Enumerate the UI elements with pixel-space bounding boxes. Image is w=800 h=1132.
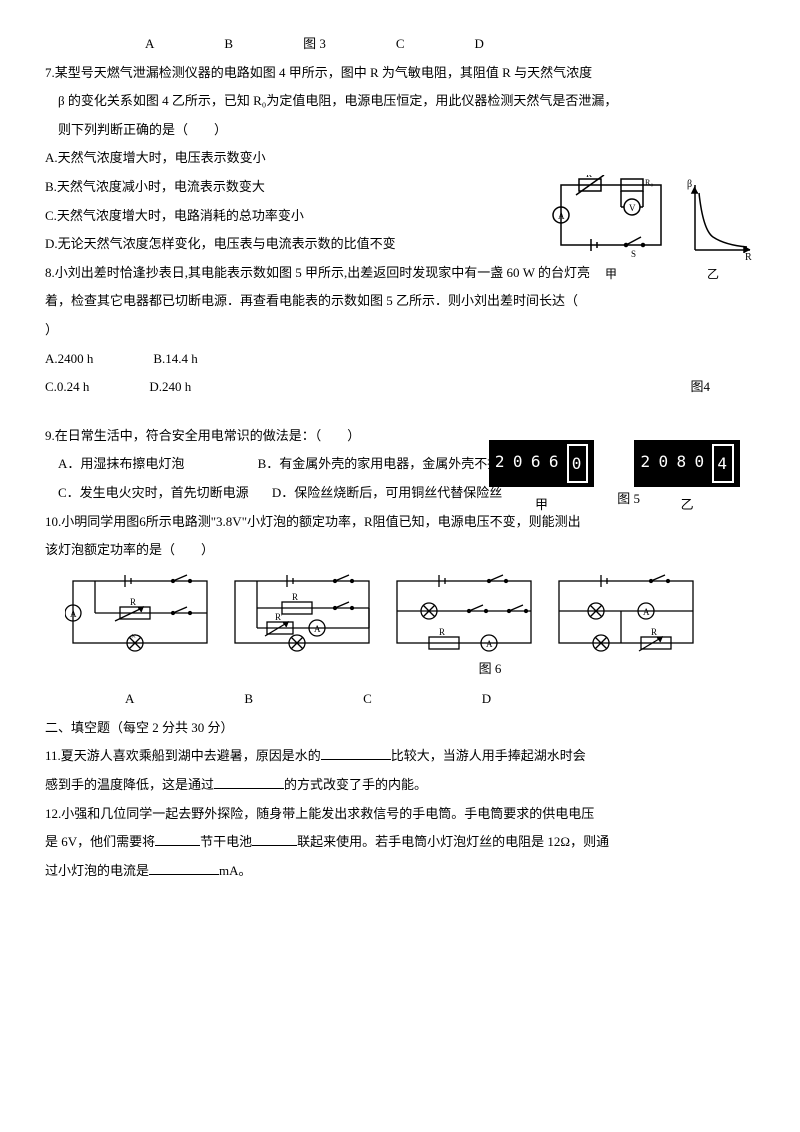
svg-text:R: R bbox=[130, 597, 136, 607]
q10-circuit-a-icon: A R × bbox=[65, 573, 215, 653]
q10-circuit-d-icon: A R bbox=[551, 573, 701, 653]
meter-yi-block: 2 0 8 0 4 乙 bbox=[634, 440, 740, 520]
q8-opts-row1: A.2400 h B.14.4 h bbox=[45, 345, 755, 374]
q11-p1: 11.夏天游人喜欢乘船到湖中去避暑，原因是水的 bbox=[45, 748, 321, 763]
q10-label-a: A bbox=[125, 685, 134, 714]
q10-label-c: C bbox=[363, 685, 372, 714]
q8-stem-2: 着，检查其它电器都已切断电源．再查看电能表的示数如图 5 乙所示．则小刘出差时间… bbox=[45, 287, 755, 316]
meter-jia-d1: 0 bbox=[513, 444, 525, 483]
svg-text:R: R bbox=[745, 252, 752, 263]
fig4-yi-block: β R 乙 bbox=[671, 175, 755, 287]
svg-text:A: A bbox=[70, 609, 77, 619]
q10-circuits-row: A R × R R' A bbox=[65, 573, 755, 653]
q10-labels-row: A B C D bbox=[45, 685, 755, 714]
meter-jia-d0: 2 bbox=[495, 444, 507, 483]
q7-stem-2: β 的变化关系如图 4 乙所示，已知 R₀为定值电阻，电源电压恒定，用此仪器检测… bbox=[45, 87, 755, 116]
q11-blank1 bbox=[321, 747, 391, 760]
meter-jia-d3: 6 bbox=[549, 444, 561, 483]
svg-text:R': R' bbox=[275, 612, 283, 622]
q12-line1: 12.小强和几位同学一起去野外探险，随身带上能发出求救信号的手电筒。手电筒要求的… bbox=[45, 800, 755, 829]
fig6-caption: 图 6 bbox=[45, 655, 755, 684]
fig3-caption: 图 3 bbox=[303, 30, 326, 59]
q12-p2: 是 6V，他们需要将 bbox=[45, 834, 155, 849]
q8-opts-row2: C.0.24 h D.240 h bbox=[45, 373, 755, 402]
meter-yi: 2 0 8 0 4 bbox=[634, 440, 740, 487]
q12-blank2 bbox=[252, 833, 297, 846]
q9-opt-c: C．发生电火灾时，首先切断电源 bbox=[58, 485, 249, 500]
meter-yi-d0: 2 bbox=[640, 444, 652, 483]
q10-circuit-b-icon: R R' A bbox=[227, 573, 377, 653]
q12-p4: 联起来使用。若手电筒小灯泡灯丝的电阻是 12Ω，则通 bbox=[297, 834, 609, 849]
q10-circuit-c-icon: R A bbox=[389, 573, 539, 653]
q10-label-b: B bbox=[244, 685, 253, 714]
q11-p3: 感到手的温度降低，这是通过 bbox=[45, 777, 214, 792]
meter-jia-d2: 6 bbox=[531, 444, 543, 483]
q10-stem-2: 该灯泡额定功率的是（ ） bbox=[45, 536, 755, 565]
q10-label-d: D bbox=[482, 685, 491, 714]
q11-blank2 bbox=[214, 776, 284, 789]
svg-text:V: V bbox=[629, 203, 636, 213]
svg-text:β: β bbox=[687, 179, 692, 190]
q8-opt-a: A.2400 h bbox=[45, 345, 93, 374]
meter-jia-block: 2 0 6 6 0 甲 bbox=[489, 440, 595, 520]
meter-yi-d2: 8 bbox=[676, 444, 688, 483]
svg-text:R: R bbox=[439, 627, 445, 637]
graph-yi-icon: β R bbox=[685, 175, 755, 265]
q9-opt-a: A．用湿抹布擦电灯泡 bbox=[58, 456, 184, 471]
svg-text:A: A bbox=[314, 624, 321, 634]
q8-stem-3: ） bbox=[45, 316, 755, 345]
fig3-d: D bbox=[475, 30, 484, 59]
q9-opt-d: D．保险丝烧断后，可用铜丝代替保险丝 bbox=[272, 485, 502, 500]
svg-text:A: A bbox=[486, 639, 493, 649]
svg-text:S: S bbox=[631, 249, 636, 259]
svg-text:R: R bbox=[651, 627, 657, 637]
svg-text:R: R bbox=[586, 175, 592, 179]
fig3-a: A bbox=[145, 30, 154, 59]
q12-p3: 节干电池 bbox=[200, 834, 252, 849]
circuit-jia-icon: R R₀ V A S bbox=[551, 175, 671, 265]
svg-text:A: A bbox=[643, 607, 650, 617]
q12-line2: 是 6V，他们需要将 节干电池 联起来使用。若手电筒小灯泡灯丝的电阻是 12Ω，则通 bbox=[45, 828, 755, 857]
section2-heading: 二、填空题（每空 2 分共 30 分） bbox=[45, 714, 755, 743]
svg-text:R: R bbox=[292, 592, 298, 602]
q12-blank3 bbox=[149, 862, 219, 875]
q11-line2: 感到手的温度降低，这是通过 的方式改变了手的内能。 bbox=[45, 771, 755, 800]
q7-stem-1: 7.某型号天燃气泄漏检测仪器的电路如图 4 甲所示，图中 R 为气敏电阻，其阻值… bbox=[45, 59, 755, 88]
q8-opt-b: B.14.4 h bbox=[153, 345, 197, 374]
q12-p6: mA。 bbox=[219, 863, 252, 878]
q11-line1: 11.夏天游人喜欢乘船到湖中去避暑，原因是水的 比较大，当游人用手捧起湖水时会 bbox=[45, 742, 755, 771]
q8-opt-d: D.240 h bbox=[149, 373, 191, 402]
fig3-label-row: A B 图 3 C D bbox=[45, 30, 755, 59]
meter-jia: 2 0 6 6 0 bbox=[489, 440, 595, 487]
meter-yi-d1: 0 bbox=[658, 444, 670, 483]
fig5-caption: 图 5 bbox=[617, 485, 640, 514]
q11-p2: 比较大，当游人用手捧起湖水时会 bbox=[391, 748, 586, 763]
meter-yi-d4: 4 bbox=[712, 444, 734, 483]
fig4-jia-block: R R₀ V A S bbox=[551, 175, 671, 287]
q7-opt-a: A.天然气浓度增大时，电压表示数变小 bbox=[45, 144, 755, 173]
q7-stem-3: 则下列判断正确的是（ ） bbox=[45, 116, 755, 145]
meter-jia-label: 甲 bbox=[489, 491, 595, 520]
q8-opt-c: C.0.24 h bbox=[45, 373, 89, 402]
fig3-b: B bbox=[224, 30, 233, 59]
fig4-container: R R₀ V A S bbox=[551, 175, 755, 287]
fig4-caption: 图4 bbox=[690, 373, 710, 402]
q8-meters: 2 0 6 6 0 甲 2 0 8 0 4 乙 bbox=[489, 440, 740, 520]
svg-text:R₀: R₀ bbox=[645, 178, 653, 187]
fig3-c: C bbox=[396, 30, 405, 59]
q12-p5: 过小灯泡的电流是 bbox=[45, 863, 149, 878]
q12-blank1 bbox=[155, 833, 200, 846]
meter-yi-d3: 0 bbox=[694, 444, 706, 483]
q9-opt-b: B．有金属外壳的家用电器，金属外壳不接地 bbox=[258, 456, 514, 471]
meter-yi-label: 乙 bbox=[634, 491, 740, 520]
svg-text:A: A bbox=[558, 211, 565, 221]
meter-jia-d4: 0 bbox=[567, 444, 589, 483]
q12-line3: 过小灯泡的电流是 mA。 bbox=[45, 857, 755, 886]
q11-p4: 的方式改变了手的内能。 bbox=[284, 777, 427, 792]
